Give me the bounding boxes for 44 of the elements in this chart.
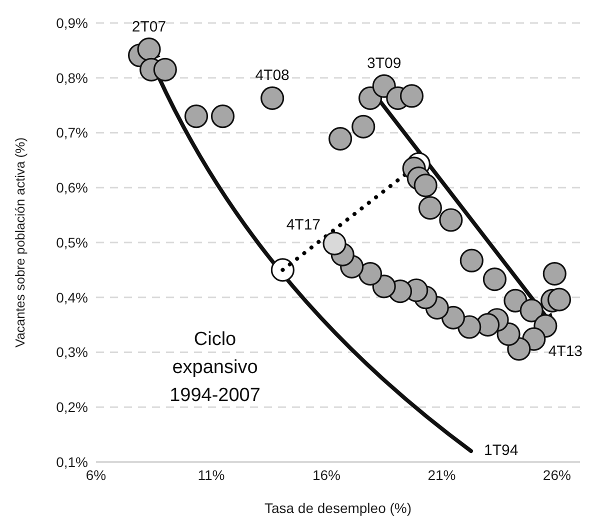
point bbox=[504, 288, 528, 312]
point bbox=[460, 248, 484, 272]
x-tick-label: 21% bbox=[428, 466, 456, 483]
point bbox=[547, 288, 572, 312]
point bbox=[414, 174, 438, 198]
annotation: 2T07 bbox=[132, 18, 166, 36]
point bbox=[418, 196, 442, 220]
point bbox=[260, 86, 284, 110]
point bbox=[328, 126, 352, 151]
point bbox=[184, 104, 208, 128]
point bbox=[439, 208, 463, 232]
annotation: Ciclo expansivo 1994-2007 bbox=[170, 329, 260, 406]
point bbox=[542, 262, 566, 286]
y-tick-label: 0,7% bbox=[56, 124, 88, 141]
y-tick-label: 0,1% bbox=[56, 454, 88, 470]
point bbox=[400, 84, 424, 108]
y-tick-label: 0,2% bbox=[56, 399, 88, 416]
annotation: 4T08 bbox=[255, 67, 290, 84]
y-tick-label: 0,4% bbox=[56, 289, 88, 306]
point bbox=[153, 58, 177, 82]
annotation: 4T17 bbox=[286, 216, 321, 234]
y-tick-label: 0,5% bbox=[56, 234, 88, 250]
point bbox=[358, 262, 382, 286]
y-tick-label: 0,3% bbox=[56, 344, 88, 360]
point bbox=[210, 104, 235, 128]
annotation: 3T09 bbox=[366, 55, 402, 72]
x-tick-label: 26% bbox=[542, 466, 571, 483]
y-tick-label: 0,8% bbox=[56, 70, 88, 86]
x-axis-title: Tasa de desempleo (%) bbox=[264, 500, 412, 516]
point bbox=[270, 258, 294, 282]
point bbox=[520, 298, 544, 322]
y-axis-title: Vacantes sobre población activa (%) bbox=[12, 137, 28, 348]
x-tick-label: 16% bbox=[312, 466, 340, 483]
x-tick-label: 11% bbox=[198, 466, 225, 483]
point bbox=[352, 114, 376, 139]
y-tick-label: 0,6% bbox=[56, 180, 88, 196]
point bbox=[322, 232, 346, 256]
point bbox=[137, 38, 161, 62]
y-tick-label: 0,9% bbox=[56, 14, 88, 31]
point bbox=[482, 267, 507, 292]
point bbox=[441, 306, 466, 330]
x-tick-label: 6% bbox=[86, 466, 106, 483]
annotation: 1T94 bbox=[484, 442, 518, 459]
annotation: 4T13 bbox=[548, 342, 583, 360]
